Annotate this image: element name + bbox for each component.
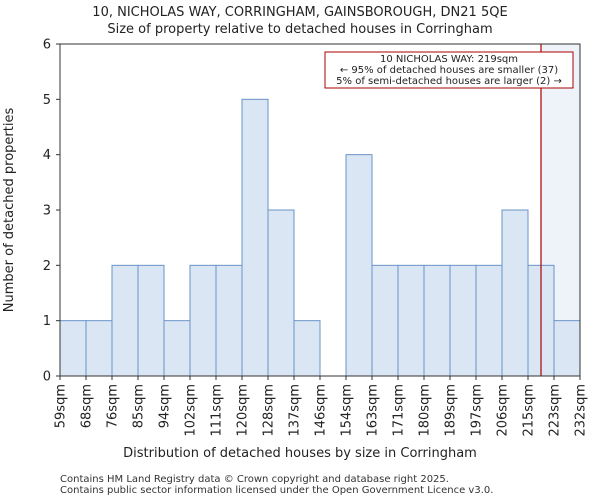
footer-licence: Contains public sector information licen… xyxy=(60,485,494,496)
y-axis-label: Number of detached properties xyxy=(2,108,17,313)
x-tick-label-171sqm: 171sqm xyxy=(392,384,407,437)
x-tick-label-197sqm: 197sqm xyxy=(470,384,485,437)
bar-154sqm xyxy=(345,154,373,377)
bar-137sqm xyxy=(293,320,321,377)
x-tick-label-189sqm: 189sqm xyxy=(444,384,459,437)
y-tick-label: 1 xyxy=(43,314,51,329)
x-tick-label-180sqm: 180sqm xyxy=(418,384,433,437)
x-tick-label-206sqm: 206sqm xyxy=(496,384,511,437)
annotation-box: 10 NICHOLAS WAY: 219sqm ← 95% of detache… xyxy=(324,51,574,89)
bar-128sqm xyxy=(267,209,295,377)
chart-title: 10, NICHOLAS WAY, CORRINGHAM, GAINSBOROU… xyxy=(92,5,507,20)
x-tick-label-102sqm: 102sqm xyxy=(184,384,199,437)
bar-180sqm xyxy=(423,264,451,377)
x-tick-label-68sqm: 68sqm xyxy=(80,384,95,428)
y-tick-label: 6 xyxy=(43,38,51,53)
x-tick-label-59sqm: 59sqm xyxy=(54,384,69,428)
x-tick-label-137sqm: 137sqm xyxy=(288,384,303,437)
x-tick-label-94sqm: 94sqm xyxy=(158,384,173,428)
y-tick-label: 4 xyxy=(43,148,51,163)
y-tick-label: 3 xyxy=(43,204,51,219)
bar-111sqm xyxy=(215,264,243,377)
bar-189sqm xyxy=(449,264,477,377)
x-tick-label-223sqm: 223sqm xyxy=(548,384,563,437)
chart-subtitle: Size of property relative to detached ho… xyxy=(107,22,492,37)
bar-120sqm xyxy=(241,98,269,377)
x-tick-label-120sqm: 120sqm xyxy=(236,384,251,437)
x-tick-label-146sqm: 146sqm xyxy=(314,384,329,437)
bar-68sqm xyxy=(85,320,113,377)
x-tick-label-76sqm: 76sqm xyxy=(106,384,121,428)
x-tick-label-232sqm: 232sqm xyxy=(574,384,589,437)
y-tick-label: 0 xyxy=(43,370,51,385)
annotation-frame xyxy=(324,51,574,89)
bar-163sqm xyxy=(371,264,399,377)
x-tick-label-111sqm: 111sqm xyxy=(210,384,225,437)
bar-206sqm xyxy=(501,209,529,377)
annotation-line-3: 5% of semi-detached houses are larger (2… xyxy=(336,76,562,87)
y-tick-label: 2 xyxy=(43,259,51,274)
x-tick-label-154sqm: 154sqm xyxy=(340,384,355,437)
bar-197sqm xyxy=(475,264,503,377)
bar-102sqm xyxy=(189,264,217,377)
bar-59sqm xyxy=(59,320,87,377)
bar-94sqm xyxy=(163,320,191,377)
x-axis-label: Distribution of detached houses by size … xyxy=(123,446,477,461)
x-tick-label-128sqm: 128sqm xyxy=(262,384,277,437)
bar-223sqm xyxy=(553,320,581,377)
bar-85sqm xyxy=(137,264,165,377)
x-tick-label-85sqm: 85sqm xyxy=(132,384,147,428)
footer-copyright: Contains HM Land Registry data © Crown c… xyxy=(60,474,449,485)
x-tick-label-163sqm: 163sqm xyxy=(366,384,381,437)
annotation-line-1: 10 NICHOLAS WAY: 219sqm xyxy=(380,54,518,65)
bar-76sqm xyxy=(111,264,139,377)
annotation-line-2: ← 95% of detached houses are smaller (37… xyxy=(340,65,558,76)
bar-171sqm xyxy=(397,264,425,377)
x-tick-label-215sqm: 215sqm xyxy=(522,384,537,437)
y-tick-label: 5 xyxy=(43,93,51,108)
